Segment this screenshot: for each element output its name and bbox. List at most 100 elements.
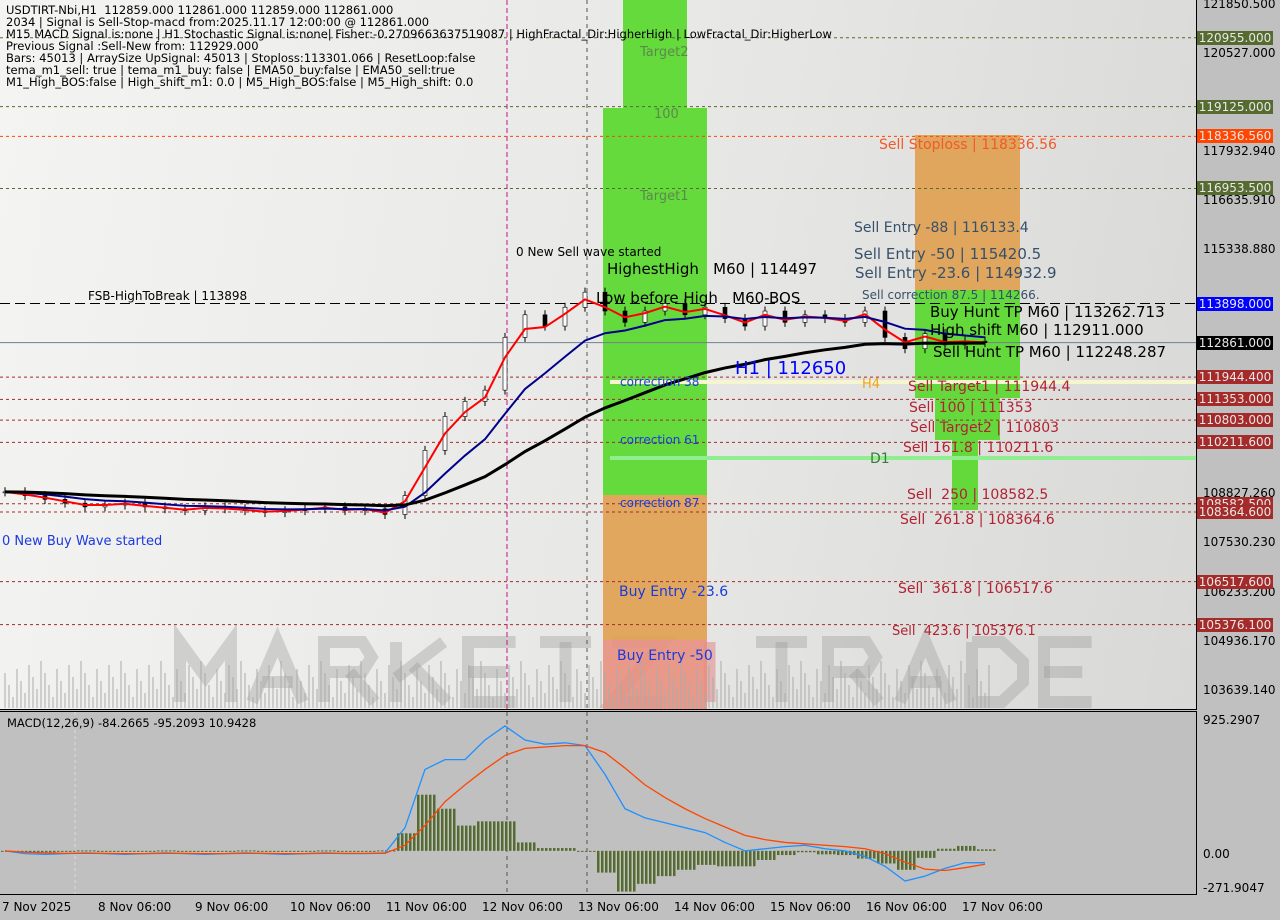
target-zone	[915, 135, 1020, 290]
macd-histogram-bar	[697, 850, 700, 865]
macd-histogram-bar	[589, 850, 592, 852]
macd-histogram-bar	[613, 850, 616, 873]
macd-histogram-bar	[69, 850, 72, 852]
macd-histogram-bar	[605, 850, 608, 873]
macd-histogram-bar	[117, 850, 120, 852]
watermark-letter	[462, 636, 516, 708]
macd-histogram-bar	[841, 850, 844, 856]
macd-histogram-bar	[153, 850, 156, 852]
watermark-letter	[966, 636, 1029, 708]
macd-histogram-bar	[677, 850, 680, 870]
macd-histogram-bar	[293, 850, 296, 852]
price-tag: 110803.000	[1197, 413, 1273, 428]
macd-histogram-bar	[393, 850, 396, 852]
macd-histogram-bar	[749, 850, 752, 867]
macd-histogram-bar	[309, 850, 312, 852]
macd-histogram-bar	[701, 850, 704, 865]
macd-histogram-bar	[593, 850, 596, 852]
macd-histogram-bar	[989, 849, 992, 851]
price-tag: 105376.100	[1197, 617, 1273, 632]
macd-histogram-bar	[821, 850, 824, 855]
macd-histogram-bar	[193, 850, 196, 852]
macd-histogram-bar	[733, 850, 736, 867]
macd-histogram-bar	[949, 848, 952, 851]
y-tick: 107530.230	[1203, 535, 1276, 549]
macd-histogram-bar	[885, 850, 888, 864]
macd-histogram-bar	[577, 850, 580, 852]
macd-histogram-bar	[473, 825, 476, 851]
macd-histogram-bar	[777, 850, 780, 856]
macd-histogram-bar	[273, 850, 276, 852]
macd-histogram-bar	[57, 850, 60, 852]
macd-histogram-bar	[461, 825, 464, 851]
info-line: Bars: 45013 | ArraySize UpSignal: 45013 …	[6, 51, 476, 65]
macd-histogram-bar	[785, 850, 788, 856]
macd-title: MACD(12,26,9) -84.2665 -95.2093 10.9428	[7, 716, 257, 730]
macd-histogram-bar	[321, 850, 324, 852]
macd-histogram-bar	[105, 850, 108, 852]
price-chart-panel[interactable]: USDTIRT-Nbi,H1 112859.000 112861.000 112…	[0, 0, 1197, 710]
macd-histogram-bar	[81, 850, 84, 852]
macd-histogram-bar	[533, 842, 536, 851]
macd-histogram-bar	[937, 848, 940, 851]
macd-histogram-bar	[737, 850, 740, 867]
macd-histogram-bar	[445, 808, 448, 851]
macd-histogram-bar	[457, 825, 460, 851]
macd-histogram-bar	[805, 850, 808, 853]
y-tick: 117932.940	[1203, 144, 1276, 158]
highest-high-label: HighestHigh M60 | 114497	[607, 260, 818, 278]
x-tick: 14 Nov 06:00	[674, 900, 755, 914]
x-tick: 16 Nov 06:00	[866, 900, 947, 914]
macd-histogram-bar	[813, 850, 816, 853]
sell-correction-label: Sell correction 87.5 | 114266.	[862, 288, 1040, 302]
y-tick: 108827.260	[1203, 486, 1276, 500]
macd-histogram-bar	[837, 850, 840, 856]
macd-histogram-bar	[501, 821, 504, 851]
macd-histogram-bar	[169, 850, 172, 852]
macd-histogram-bar	[289, 850, 292, 852]
macd-histogram-bar	[817, 850, 820, 855]
macd-histogram-bar	[213, 850, 216, 852]
macd-histogram-bar	[149, 850, 152, 852]
x-tick: 9 Nov 06:00	[195, 900, 269, 914]
sell-250-label: Sell 250 | 108582.5	[907, 487, 1049, 503]
macd-histogram-bar	[729, 850, 732, 867]
macd-histogram-bar	[537, 848, 540, 851]
macd-histogram-bar	[769, 850, 772, 860]
macd-histogram-bar	[245, 850, 248, 852]
macd-histogram-bar	[413, 833, 416, 851]
macd-histogram-bar	[629, 850, 632, 892]
macd-histogram-bar	[477, 821, 480, 851]
price-chart-canvas	[0, 0, 1196, 709]
macd-histogram-bar	[825, 850, 828, 855]
price-tag: 119125.000	[1197, 99, 1273, 114]
macd-histogram-bar	[705, 850, 708, 865]
price-tag: 106517.600	[1197, 574, 1273, 589]
macd-histogram-bar	[929, 850, 932, 858]
macd-histogram-bar	[93, 850, 96, 852]
macd-histogram-bar	[965, 845, 968, 851]
macd-histogram-bar	[65, 850, 68, 852]
macd-histogram-bar	[217, 850, 220, 852]
macd-histogram-bar	[569, 848, 572, 851]
macd-histogram-bar	[129, 850, 132, 852]
low-before-high-label: Low before High M60-BOS	[596, 289, 801, 307]
macd-histogram-bar	[401, 833, 404, 851]
macd-line	[4, 725, 986, 882]
macd-histogram-bar	[973, 845, 976, 851]
macd-histogram-bar	[181, 850, 184, 852]
macd-histogram-bar	[49, 850, 52, 853]
macd-panel[interactable]	[0, 711, 1197, 895]
macd-histogram-bar	[933, 850, 936, 858]
macd-histogram-bar	[297, 850, 300, 852]
x-tick: 13 Nov 06:00	[578, 900, 659, 914]
macd-histogram-bar	[189, 850, 192, 852]
info-line: 2034 | Signal is Sell-Stop-macd from:202…	[6, 15, 430, 29]
price-tag: 120955.000	[1197, 30, 1273, 45]
macd-histogram-bar	[113, 850, 116, 852]
y-tick: 116635.910	[1203, 193, 1276, 207]
macd-histogram-bar	[713, 850, 716, 865]
price-tag: 110211.600	[1197, 435, 1273, 450]
macd-histogram-bar	[465, 825, 468, 851]
sell-target2-label: Sell Target2 | 110803	[910, 420, 1060, 436]
